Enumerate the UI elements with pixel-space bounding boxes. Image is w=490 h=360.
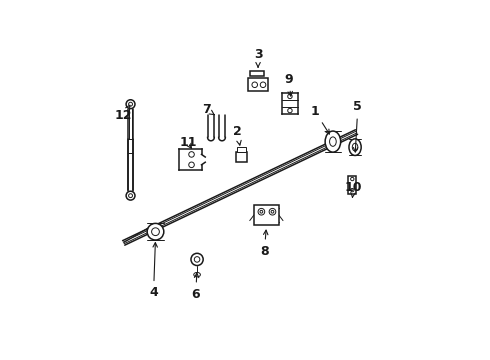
Ellipse shape <box>288 94 292 99</box>
Bar <box>254 205 279 225</box>
Ellipse shape <box>349 139 361 156</box>
Text: 3: 3 <box>254 48 262 67</box>
Ellipse shape <box>147 223 164 240</box>
Text: 9: 9 <box>284 73 293 96</box>
Ellipse shape <box>194 273 200 277</box>
Bar <box>348 176 356 194</box>
Ellipse shape <box>258 208 265 215</box>
Ellipse shape <box>260 82 266 87</box>
Text: 5: 5 <box>353 100 362 152</box>
Ellipse shape <box>126 191 135 200</box>
Ellipse shape <box>260 210 263 213</box>
Text: 10: 10 <box>345 181 363 197</box>
Ellipse shape <box>128 102 132 106</box>
Text: 7: 7 <box>202 103 214 116</box>
Ellipse shape <box>325 131 341 152</box>
Bar <box>237 148 246 152</box>
Bar <box>250 71 264 76</box>
Ellipse shape <box>351 177 354 181</box>
Text: 11: 11 <box>179 136 196 149</box>
Ellipse shape <box>189 162 195 168</box>
Text: 2: 2 <box>233 125 242 145</box>
Ellipse shape <box>252 82 258 87</box>
Ellipse shape <box>271 210 274 213</box>
Text: 6: 6 <box>192 273 200 301</box>
Text: 12: 12 <box>115 105 132 122</box>
Bar <box>236 152 247 162</box>
Ellipse shape <box>351 188 354 192</box>
Text: 1: 1 <box>311 105 329 134</box>
Ellipse shape <box>126 100 135 109</box>
Ellipse shape <box>128 194 132 198</box>
Ellipse shape <box>352 143 358 151</box>
Ellipse shape <box>269 208 276 215</box>
Bar <box>248 78 268 91</box>
Ellipse shape <box>288 108 292 113</box>
Ellipse shape <box>191 253 203 266</box>
Ellipse shape <box>195 257 200 262</box>
Ellipse shape <box>189 152 195 157</box>
Ellipse shape <box>151 228 159 235</box>
Text: 8: 8 <box>260 230 269 258</box>
Ellipse shape <box>330 137 336 146</box>
Text: 4: 4 <box>149 243 158 299</box>
